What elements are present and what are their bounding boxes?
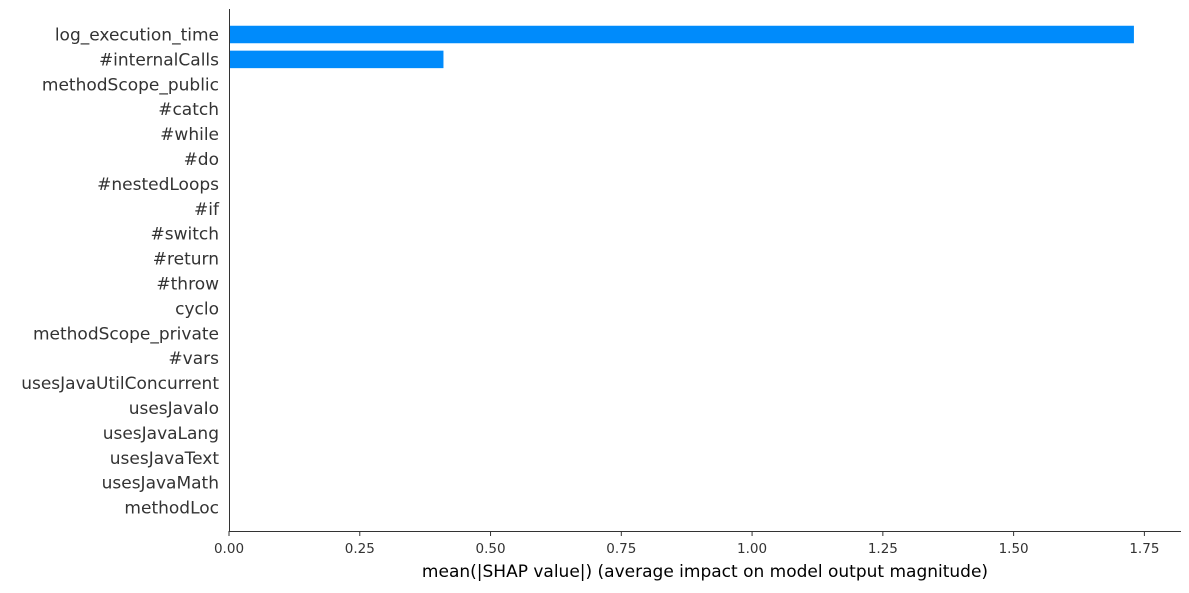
feature-label: #nestedLoops [97,175,219,195]
x-ticks-group: 0.00 0.25 0.50 0.75 1.00 1.25 1.50 1.75 [214,531,1159,557]
feature-label: #throw [156,275,219,295]
x-tick-label: 1.50 [999,541,1029,557]
feature-label: #while [160,125,219,145]
feature-label: cyclo [175,299,219,319]
feature-label: log_execution_time [55,26,219,46]
feature-label: usesJavaUtilConcurrent [21,374,219,394]
x-tick-label: 1.75 [1129,541,1159,557]
feature-label: #internalCalls [99,50,219,70]
feature-label: #switch [150,225,219,245]
feature-label: methodLoc [124,499,219,519]
bar [230,25,1134,44]
feature-labels-group: log_execution_time #internalCalls methodSc… [21,26,220,519]
feature-label: methodScope_private [33,324,219,344]
feature-label: usesJavaText [110,449,220,469]
x-axis-title: mean(|SHAP value|) (average impact on mo… [422,562,988,582]
x-tick-label: 1.00 [737,541,767,557]
feature-label: #catch [158,100,219,120]
x-tick-label: 0.25 [345,541,375,557]
feature-label: usesJavaLang [103,424,219,444]
bars-group [230,25,1134,69]
feature-label: methodScope_public [42,75,219,95]
x-tick-label: 1.25 [868,541,898,557]
x-tick-label: 0.75 [606,541,636,557]
bar [230,50,444,69]
feature-label: #if [194,200,220,220]
feature-label: usesJavaIo [129,399,219,419]
feature-label: #return [153,250,219,270]
feature-label: #do [184,150,219,170]
feature-label: usesJavaMath [102,474,219,494]
feature-label: #vars [168,349,219,369]
x-tick-label: 0.50 [476,541,506,557]
x-tick-label: 0.00 [214,541,244,557]
